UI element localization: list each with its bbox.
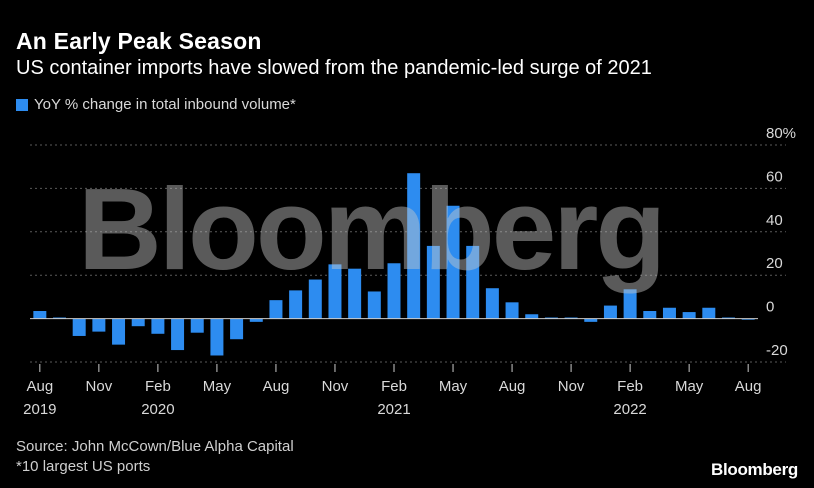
bar [190, 318, 204, 333]
bar [249, 318, 263, 322]
bar [387, 263, 401, 319]
bar-layer [33, 173, 755, 356]
bar [269, 300, 283, 319]
bar [485, 288, 499, 319]
bar [466, 245, 480, 319]
x-tick-label-year: 2022 [613, 401, 646, 418]
bar [112, 318, 126, 345]
x-tick-label-year: 2021 [377, 401, 410, 418]
chart-subtitle: US container imports have slowed from th… [16, 57, 652, 79]
bar [505, 302, 519, 319]
bar [643, 311, 657, 319]
x-tick-label-month: Feb [145, 378, 171, 395]
bar [702, 307, 716, 319]
bar [328, 264, 342, 319]
bar [171, 318, 185, 351]
axis-layer [30, 318, 758, 372]
chart-title: An Early Peak Season [16, 28, 262, 54]
bar [662, 307, 676, 319]
x-tick-label-month: Aug [263, 378, 290, 395]
y-tick-label: 20 [766, 255, 783, 272]
y-tick-label: 60 [766, 168, 783, 185]
bar [623, 289, 637, 319]
x-tick-label-month: Nov [322, 378, 349, 395]
x-tick-label-year: 2019 [23, 401, 56, 418]
y-tick-label: 0 [766, 299, 774, 316]
bar [584, 318, 598, 322]
bar [131, 318, 145, 327]
bar [308, 279, 322, 319]
x-tick-label-month: Nov [86, 378, 113, 395]
x-tick-label-month: Aug [735, 378, 762, 395]
y-tick-label: -20 [766, 342, 788, 359]
bar [407, 173, 421, 319]
bar [741, 318, 755, 320]
label-layer: -20 0 20 40 60 80% Aug 2019 Nov Feb 2020 May Aug Nov F… [23, 125, 796, 418]
bar [348, 268, 362, 319]
y-tick-label: 40 [766, 212, 783, 229]
bar [53, 317, 67, 319]
x-tick-label-month: May [675, 378, 704, 395]
bar [682, 312, 696, 319]
grid-layer [30, 144, 786, 363]
bloomberg-logo: Bloomberg [710, 460, 798, 479]
bar [151, 318, 165, 334]
bar [289, 290, 303, 319]
bar [564, 317, 578, 319]
bar [426, 245, 440, 319]
bar [721, 317, 735, 319]
x-tick-label-year: 2020 [141, 401, 174, 418]
source-note: Source: John McCown/Blue Alpha Capital *… [16, 437, 294, 477]
source-text: Source: John McCown/Blue Alpha Capital [16, 438, 294, 455]
x-tick-label-month: Feb [617, 378, 643, 395]
bar [525, 314, 539, 319]
x-tick-label-month: May [439, 378, 468, 395]
legend: YoY % change in total inbound volume* [16, 96, 296, 113]
bar [210, 318, 224, 356]
y-tick-label: 80% [766, 125, 796, 142]
bar [33, 311, 47, 319]
bar [446, 205, 460, 319]
x-tick-label-month: Feb [381, 378, 407, 395]
x-tick-label-month: May [203, 378, 232, 395]
bar [72, 318, 86, 336]
x-tick-label-month: Nov [558, 378, 585, 395]
x-tick-label-month: Aug [26, 378, 53, 395]
bar [230, 318, 244, 340]
legend-label: YoY % change in total inbound volume* [34, 96, 296, 113]
x-tick-label-month: Aug [499, 378, 526, 395]
bar [92, 318, 106, 332]
legend-swatch [16, 98, 28, 111]
footnote-text: *10 largest US ports [16, 458, 151, 475]
bar [544, 317, 558, 319]
bar [603, 305, 617, 319]
bar [367, 291, 381, 319]
